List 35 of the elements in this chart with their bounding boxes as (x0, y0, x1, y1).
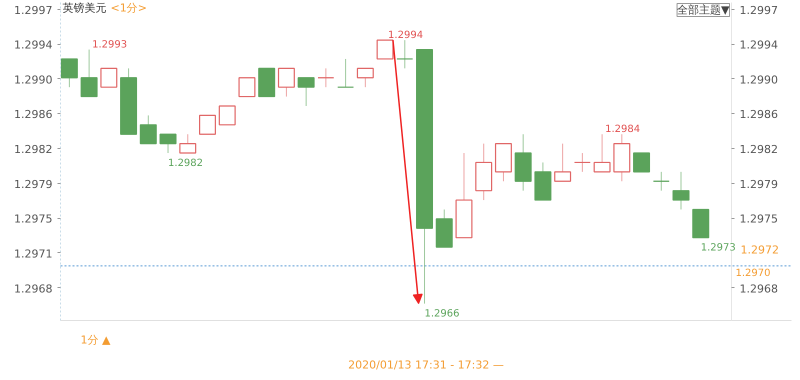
text: 1分 ▲ (80, 334, 111, 346)
y2-tick-label: 1.2979 (740, 178, 778, 191)
y-tick-label: 1.2968 (14, 282, 53, 296)
annotation: 1.2982 (168, 158, 204, 170)
y-tick-label: 1.2979 (14, 178, 53, 191)
y-tick-label: 1.2982 (14, 143, 53, 156)
candlestick (633, 152, 650, 172)
candlestick (238, 77, 256, 98)
annotation: 1.2966 (424, 308, 460, 320)
y2-tick-label: 1.2975 (740, 212, 778, 226)
annotation: 全部主题▼ (677, 4, 730, 16)
text: 2020/01/13 17:31 - 17:32 — (348, 358, 504, 372)
y2-tick-label: 1.2997 (740, 4, 778, 17)
annotation: 1.2993 (92, 40, 128, 51)
y-tick-label: 1.2975 (14, 212, 53, 226)
y-tick-label: 1.2994 (14, 38, 53, 52)
chart-subtitle: <1分> (110, 2, 147, 14)
y2-tick-label: 1.2982 (740, 143, 778, 156)
y-tick-label: 1.2971 (14, 247, 53, 260)
y2-tick-label: 1.2994 (740, 38, 778, 52)
y-tick-label: 1.2986 (14, 108, 53, 122)
annotation: 1.2984 (605, 124, 640, 136)
y-tick-label: 1.2990 (14, 73, 53, 86)
ref-line-label: 1.2970 (736, 268, 771, 279)
candlestick (376, 40, 394, 60)
y-tick-label: 1.2997 (14, 4, 53, 17)
text: 1.2972 (740, 243, 780, 256)
candlestick (198, 114, 216, 135)
candlestick (218, 105, 236, 126)
annotation: 1.2973 (700, 242, 736, 254)
annotation: 1.2994 (388, 30, 424, 42)
candlestick (100, 68, 118, 88)
y2-tick-label: 1.2990 (740, 73, 778, 86)
y2-tick-label: 1.2968 (740, 282, 778, 296)
y2-tick-label: 1.2986 (740, 108, 778, 122)
